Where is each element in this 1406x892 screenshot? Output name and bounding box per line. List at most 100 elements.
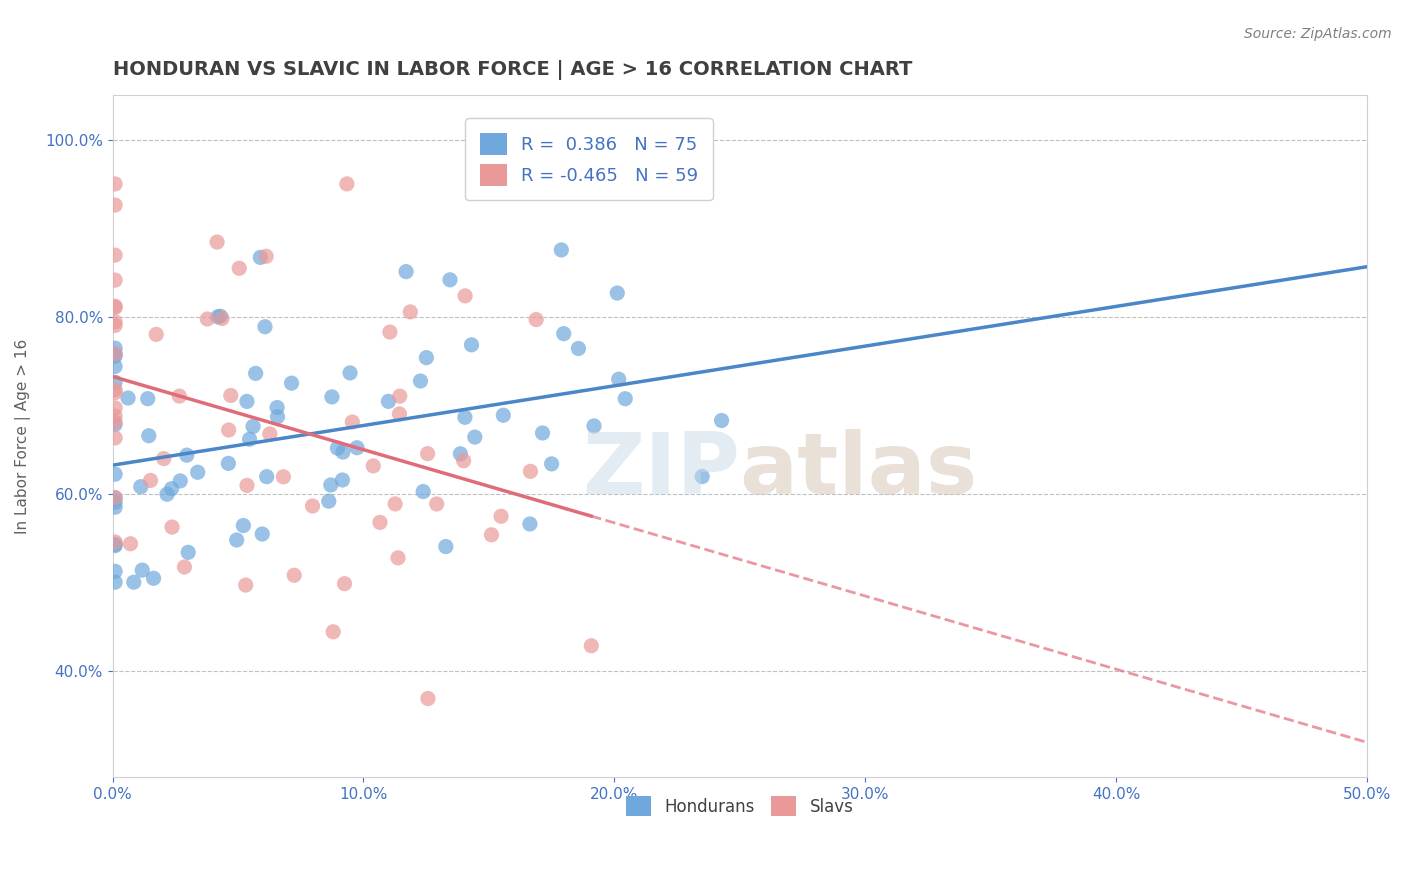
Slavs: [160, 520, 183, 534]
Slavs: [219, 388, 242, 402]
Hondurans: [209, 310, 232, 324]
Hondurans: [104, 575, 127, 590]
Hondurans: [104, 376, 127, 390]
Hondurans: [242, 419, 264, 434]
Hondurans: [339, 366, 361, 380]
Hondurans: [160, 482, 183, 496]
Hondurans: [217, 457, 239, 471]
Hondurans: [129, 480, 152, 494]
Slavs: [205, 235, 228, 249]
Hondurans: [553, 326, 575, 341]
Hondurans: [280, 376, 302, 391]
Hondurans: [117, 391, 139, 405]
Slavs: [228, 261, 250, 276]
Slavs: [104, 431, 127, 445]
Hondurans: [690, 469, 713, 483]
Hondurans: [449, 447, 471, 461]
Hondurans: [377, 394, 399, 409]
Slavs: [368, 516, 391, 530]
Slavs: [120, 537, 142, 551]
Slavs: [378, 325, 401, 339]
Hondurans: [238, 432, 260, 446]
Hondurans: [321, 390, 343, 404]
Text: ZIP: ZIP: [582, 429, 740, 512]
Slavs: [104, 299, 127, 313]
Hondurans: [409, 374, 432, 388]
Slavs: [387, 550, 409, 565]
Slavs: [336, 177, 359, 191]
Hondurans: [492, 409, 515, 423]
Hondurans: [256, 469, 278, 483]
Hondurans: [710, 413, 733, 427]
Hondurans: [207, 310, 229, 324]
Hondurans: [104, 359, 127, 374]
Slavs: [153, 451, 176, 466]
Slavs: [453, 453, 475, 467]
Hondurans: [249, 251, 271, 265]
Hondurans: [464, 430, 486, 444]
Hondurans: [531, 425, 554, 440]
Slavs: [273, 470, 295, 484]
Slavs: [104, 318, 127, 333]
Hondurans: [169, 474, 191, 488]
Hondurans: [319, 478, 342, 492]
Slavs: [342, 415, 364, 429]
Hondurans: [519, 516, 541, 531]
Slavs: [104, 301, 127, 315]
Hondurans: [138, 429, 160, 443]
Slavs: [104, 401, 127, 415]
Slavs: [145, 327, 167, 342]
Hondurans: [177, 545, 200, 559]
Slavs: [283, 568, 305, 582]
Slavs: [426, 497, 449, 511]
Hondurans: [253, 319, 276, 334]
Hondurans: [104, 495, 127, 509]
Hondurans: [434, 540, 457, 554]
Hondurans: [252, 527, 274, 541]
Slavs: [581, 639, 603, 653]
Slavs: [104, 415, 127, 429]
Hondurans: [104, 564, 127, 578]
Hondurans: [104, 539, 127, 553]
Hondurans: [332, 473, 354, 487]
Slavs: [104, 385, 127, 400]
Slavs: [104, 315, 127, 329]
Slavs: [104, 535, 127, 549]
Hondurans: [104, 417, 127, 432]
Hondurans: [236, 394, 259, 409]
Slavs: [104, 491, 127, 505]
Slavs: [195, 312, 218, 326]
Hondurans: [156, 487, 179, 501]
Hondurans: [460, 338, 482, 352]
Hondurans: [614, 392, 637, 406]
Slavs: [388, 389, 411, 403]
Slavs: [104, 347, 127, 361]
Slavs: [481, 528, 503, 542]
Hondurans: [245, 367, 267, 381]
Text: HONDURAN VS SLAVIC IN LABOR FORCE | AGE > 16 CORRELATION CHART: HONDURAN VS SLAVIC IN LABOR FORCE | AGE …: [112, 60, 912, 79]
Slavs: [254, 249, 277, 263]
Hondurans: [266, 409, 288, 424]
Hondurans: [412, 484, 434, 499]
Hondurans: [582, 419, 605, 434]
Hondurans: [439, 273, 461, 287]
Hondurans: [104, 349, 127, 363]
Hondurans: [415, 351, 437, 365]
Hondurans: [131, 563, 153, 577]
Hondurans: [318, 494, 340, 508]
Slavs: [104, 198, 127, 212]
Slavs: [388, 407, 411, 421]
Hondurans: [142, 571, 165, 585]
Hondurans: [104, 500, 127, 515]
Hondurans: [346, 441, 368, 455]
Text: Source: ZipAtlas.com: Source: ZipAtlas.com: [1244, 27, 1392, 41]
Hondurans: [540, 457, 562, 471]
Hondurans: [232, 518, 254, 533]
Slavs: [519, 464, 541, 478]
Y-axis label: In Labor Force | Age > 16: In Labor Force | Age > 16: [15, 339, 31, 533]
Hondurans: [104, 467, 127, 482]
Hondurans: [104, 537, 127, 551]
Slavs: [235, 578, 257, 592]
Slavs: [333, 576, 356, 591]
Hondurans: [454, 410, 477, 425]
